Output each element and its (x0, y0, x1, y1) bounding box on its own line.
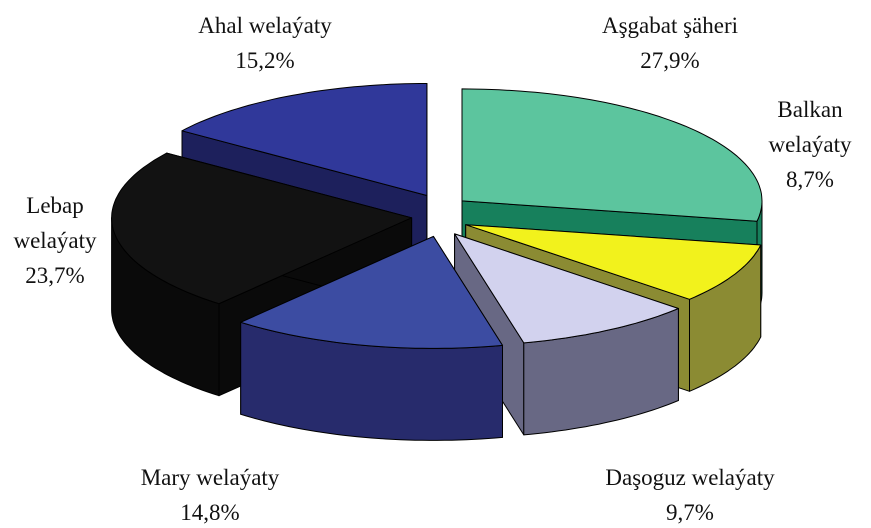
slice (111, 152, 413, 305)
category-label: Daşoguz welaýaty (605, 465, 775, 490)
slice-label: Aşgabat şäheri 27,9% (570, 8, 770, 78)
slice-label: Balkan welaýaty 8,7% (745, 92, 871, 197)
value-label: 8,7% (786, 167, 834, 192)
category-label: Aşgabat şäheri (601, 13, 739, 38)
slice-label: Mary welaýaty 14,8% (80, 460, 340, 528)
category-label: Ahal welaýaty (198, 13, 332, 38)
slice-label: Daşoguz welaýaty 9,7% (560, 460, 820, 528)
category-label: Mary welaýaty (140, 465, 280, 490)
slice (454, 233, 679, 344)
slice (240, 235, 503, 349)
slice-label: Ahal welaýaty 15,2% (160, 8, 370, 78)
slice (181, 83, 428, 196)
slice (461, 88, 763, 222)
value-label: 14,8% (180, 500, 240, 525)
category-label: Balkan welaýaty (768, 97, 852, 157)
category-label: Lebap welaýaty (13, 193, 97, 253)
value-label: 9,7% (666, 500, 714, 525)
value-label: 23,7% (25, 263, 85, 288)
value-label: 27,9% (640, 48, 700, 73)
slice (465, 224, 762, 300)
slice-label: Lebap welaýaty 23,7% (0, 188, 110, 293)
value-label: 15,2% (235, 48, 295, 73)
